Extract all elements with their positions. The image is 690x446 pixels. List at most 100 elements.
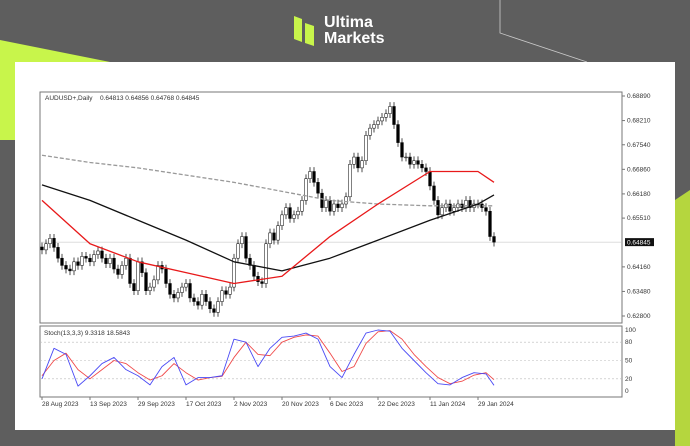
candle-body	[316, 182, 320, 194]
candle-body	[392, 106, 396, 125]
candle-body	[304, 178, 308, 201]
candle-body	[400, 142, 404, 158]
candle-body	[216, 301, 220, 313]
x-tick-label: 22 Dec 2023	[378, 401, 415, 408]
candle-body	[412, 160, 416, 165]
y-tick-label: 0.64160	[627, 264, 651, 271]
candle-body	[112, 257, 116, 270]
candle-body	[76, 261, 80, 266]
candle-body	[464, 200, 468, 208]
candle-body	[144, 272, 148, 291]
y-tick-label: 0.67540	[627, 142, 651, 149]
candle-body	[180, 286, 184, 293]
x-tick-label: 17 Oct 2023	[186, 401, 222, 408]
candle-body	[88, 257, 92, 263]
x-tick-label: 13 Sep 2023	[90, 401, 127, 408]
candle-body	[92, 254, 96, 263]
candle-body	[228, 286, 232, 295]
y-tick-label: 0.62800	[627, 313, 651, 320]
stoch-level-label: 80	[625, 339, 633, 346]
candle-body	[60, 257, 64, 266]
candle-body	[168, 283, 172, 295]
candle-body	[232, 257, 236, 288]
candle-body	[344, 196, 348, 205]
stoch-level-label: 20	[625, 376, 633, 383]
x-tick-label: 28 Aug 2023	[42, 401, 79, 408]
candle-body	[68, 268, 72, 272]
candle-body	[320, 192, 324, 208]
candle-body	[452, 207, 456, 212]
brand-line2: Markets	[324, 30, 385, 47]
candle-body	[128, 257, 132, 284]
y-tick-label: 0.68210	[627, 118, 651, 125]
candle-body	[196, 301, 200, 306]
candle-body	[348, 164, 352, 198]
candle-body	[152, 279, 156, 288]
stoch-level-label: 0	[625, 388, 629, 395]
y-tick-label: 0.66180	[627, 191, 651, 198]
candle-body	[108, 257, 112, 264]
candle-body	[64, 265, 68, 270]
candle-body	[40, 246, 44, 251]
candle-body	[432, 185, 436, 201]
candle-body	[212, 308, 216, 313]
candle-body	[208, 301, 212, 310]
last-price-badge	[625, 238, 654, 247]
candle-body	[436, 200, 440, 216]
x-tick-label: 2 Nov 2023	[234, 401, 268, 408]
candle-body	[184, 283, 188, 288]
candle-body	[308, 171, 312, 179]
moving-average-line	[41, 184, 495, 272]
candle-body	[396, 124, 400, 143]
candle-body	[368, 127, 372, 136]
candle-body	[288, 207, 292, 219]
candle-body	[384, 113, 388, 118]
stoch-level-label: 50	[625, 358, 633, 365]
candle-body	[292, 214, 296, 219]
price-chart[interactable]: 100 80 50 20 0 0.68890 0.68210 0.67540 0.66860 0.…	[15, 62, 675, 430]
candle-body	[372, 124, 376, 129]
candle-body	[244, 236, 248, 259]
candle-body	[252, 265, 256, 277]
candle-body	[100, 250, 104, 259]
y-tick-label: 0.68890	[627, 93, 651, 100]
candle-body	[492, 236, 496, 243]
candle-body	[428, 171, 432, 187]
candle-body	[140, 261, 144, 273]
chart-panel: 100 80 50 20 0 0.68890 0.68210 0.67540 0.66860 0.…	[15, 62, 675, 430]
candle-body	[356, 156, 360, 169]
candle-body	[388, 106, 392, 114]
y-tick-label: 0.66860	[627, 166, 651, 173]
candle-body	[488, 210, 492, 237]
candle-body	[96, 250, 100, 255]
candle-body	[84, 256, 88, 259]
candle-body	[116, 268, 120, 275]
candle-body	[268, 232, 272, 245]
candle-body	[276, 225, 280, 241]
candle-body	[264, 243, 268, 284]
stoch-level-label: 100	[625, 327, 636, 334]
candle-body	[72, 261, 76, 272]
candle-body	[148, 286, 152, 291]
candle-body	[124, 257, 128, 266]
candle-body	[132, 283, 136, 291]
candle-body	[332, 203, 336, 212]
candle-body	[156, 265, 160, 281]
candle-body	[420, 164, 424, 169]
candle-body	[224, 290, 228, 295]
candle-body	[416, 160, 420, 165]
candle-body	[360, 160, 364, 169]
brand-line1: Ultima	[324, 14, 373, 31]
y-tick-label: 0.63480	[627, 288, 651, 295]
chart-ohlc-label: 0.64813 0.64856 0.64768 0.64845	[100, 95, 200, 102]
x-tick-label: 29 Sep 2023	[138, 401, 175, 408]
x-tick-label: 11 Jan 2024	[430, 401, 466, 408]
candle-body	[448, 203, 452, 212]
candle-body	[296, 210, 300, 216]
candle-body	[204, 294, 208, 302]
chart-symbol-label: AUDUSD+,Daily	[45, 95, 93, 102]
candle-body	[324, 200, 328, 208]
candle-body	[56, 247, 60, 259]
candle-body	[44, 243, 48, 251]
